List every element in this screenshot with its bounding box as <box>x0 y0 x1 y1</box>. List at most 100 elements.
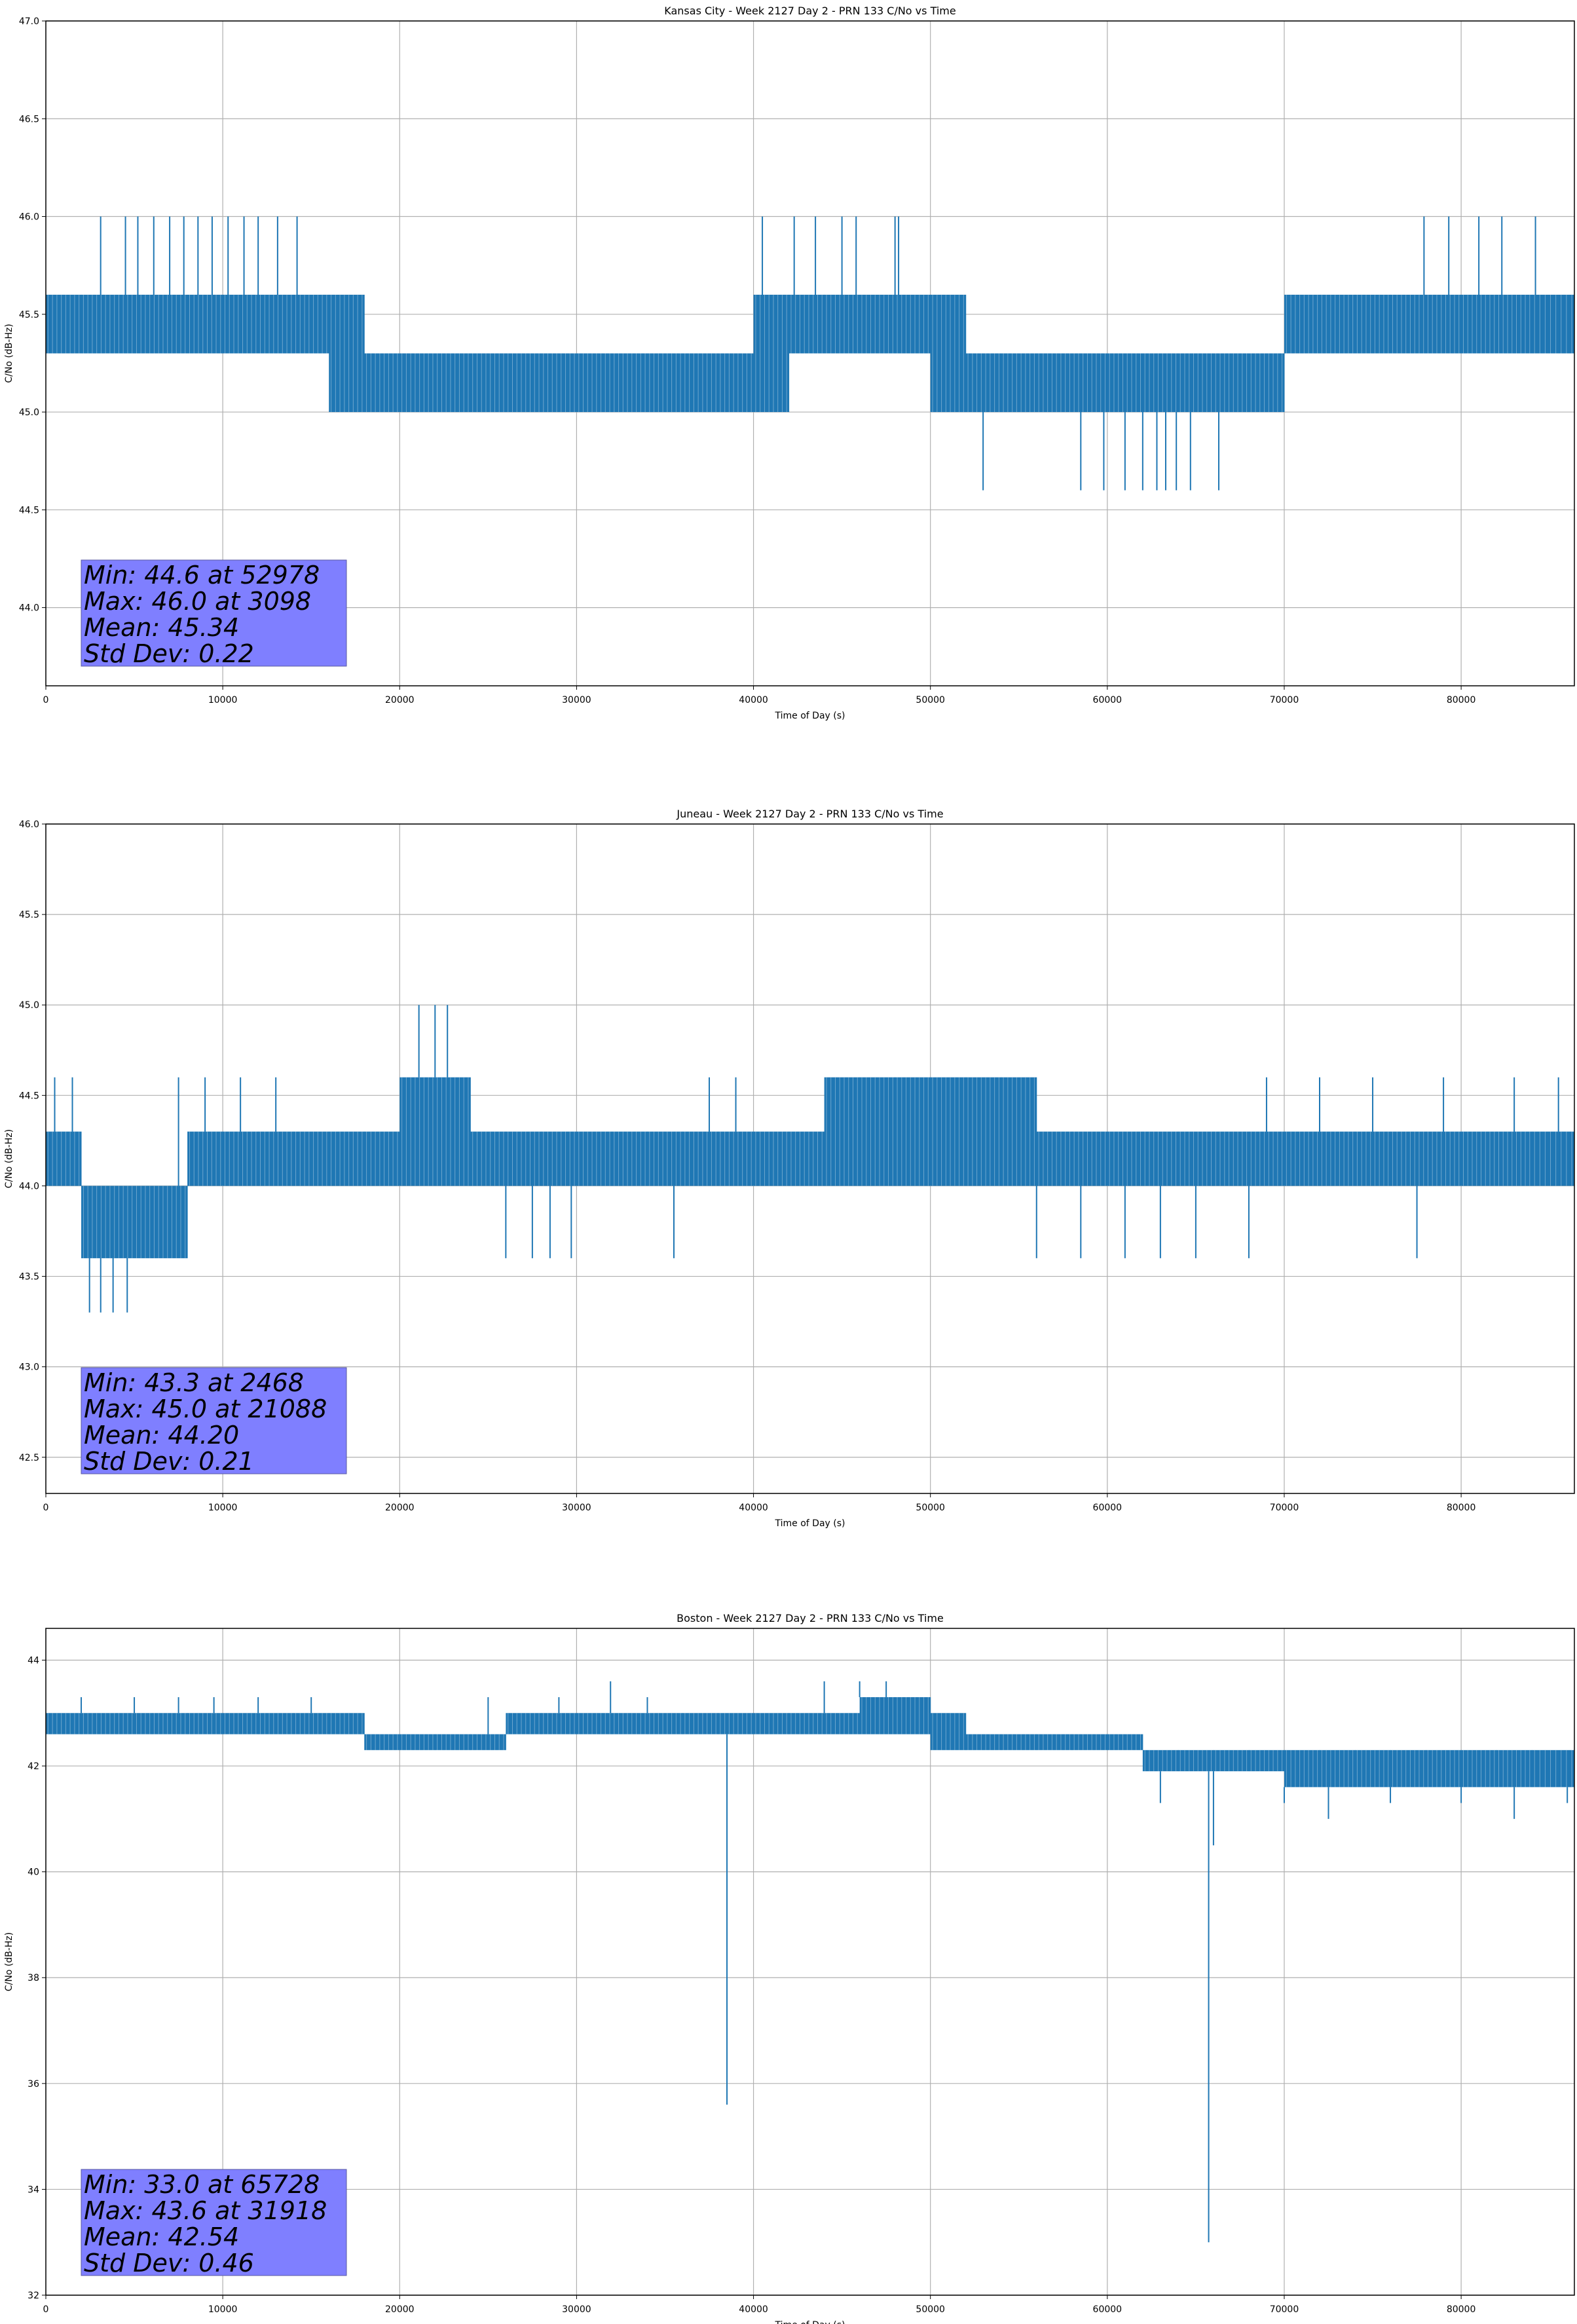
chart-3-stats-background <box>81 2169 347 2276</box>
chart-3-series-band <box>682 1713 719 1734</box>
chart-3-y-tick-label: 40 <box>28 1867 39 1878</box>
chart-2-y-tick-label: 44.0 <box>19 1181 39 1191</box>
chart-3-series-band <box>435 1734 471 1750</box>
chart-2: Juneau - Week 2127 Day 2 - PRN 133 C/No … <box>4 808 1575 1529</box>
chart-3-x-tick-label: 40000 <box>739 2304 768 2315</box>
chart-1-series-band <box>1213 353 1250 413</box>
chart-3-stats-line: Mean: 42.54 <box>84 2222 239 2251</box>
chart-1-series-band <box>647 353 683 413</box>
chart-2-series-band <box>1107 1131 1143 1186</box>
chart-3-y-tick-label: 32 <box>28 2291 39 2301</box>
chart-2-y-tick-label: 45.0 <box>19 1000 39 1011</box>
chart-3-series-band <box>1426 1750 1462 1788</box>
chart-1-series-band <box>117 294 153 354</box>
chart-1-y-tick-label: 44.5 <box>19 505 39 515</box>
chart-1-series-band <box>1001 353 1037 413</box>
chart-3-series-band <box>506 1713 542 1734</box>
chart-2-y-tick-label: 45.5 <box>19 910 39 920</box>
chart-2-series-band <box>541 1131 577 1186</box>
chart-1-series-band <box>1107 353 1143 413</box>
chart-3-y-tick-label: 36 <box>28 2079 39 2090</box>
chart-2-y-tick-label: 43.5 <box>19 1272 39 1283</box>
chart-3-series-band <box>1496 1750 1532 1788</box>
chart-2-series-band <box>647 1131 683 1186</box>
chart-1-series-band <box>965 353 1002 413</box>
chart-1-series-band <box>293 294 329 354</box>
chart-1-series-band <box>612 353 648 413</box>
chart-1-series-band <box>1390 294 1426 354</box>
chart-1-series-band <box>1284 294 1320 354</box>
chart-1-y-axis-label: C/No (dB-Hz) <box>4 324 14 383</box>
chart-2-stats-line: Max: 45.0 at 21088 <box>84 1395 327 1423</box>
chart-3-stats-line: Min: 33.0 at 65728 <box>84 2170 320 2199</box>
chart-2-series-band <box>1001 1077 1037 1186</box>
chart-1-y-tick-label: 45.5 <box>19 310 39 320</box>
chart-2-series-band <box>1496 1131 1532 1186</box>
chart-1-stats-line: Min: 44.6 at 52978 <box>84 561 320 590</box>
chart-1-series-band <box>1036 353 1073 413</box>
chart-2-x-tick-label: 30000 <box>562 1503 591 1513</box>
chart-3-y-tick-label: 44 <box>28 1655 39 1666</box>
chart-3-x-axis-label: Time of Day (s) <box>775 2320 845 2324</box>
chart-1-y-tick-label: 46.0 <box>19 212 39 223</box>
chart-1-series-band <box>152 294 188 354</box>
chart-3-series-band <box>1178 1750 1214 1772</box>
chart-2-series-band <box>293 1131 329 1186</box>
chart-3-series-band <box>1248 1750 1285 1772</box>
chart-2-x-tick-label: 0 <box>43 1503 49 1513</box>
chart-1-x-tick-label: 50000 <box>916 695 945 705</box>
chart-2-x-axis-label: Time of Day (s) <box>775 1518 845 1529</box>
chart-3-series <box>46 1681 1574 2243</box>
chart-3-series-band <box>117 1713 153 1734</box>
chart-2-series-band <box>258 1131 294 1186</box>
chart-1-series-band <box>895 294 931 354</box>
chart-1-x-axis-label: Time of Day (s) <box>775 711 845 721</box>
chart-3-series-band <box>364 1734 400 1750</box>
chart-3-x-tick-label: 50000 <box>916 2304 945 2315</box>
chart-2-series-band <box>576 1131 612 1186</box>
chart-1-series-band <box>258 294 294 354</box>
chart-1-series-band <box>1496 294 1532 354</box>
chart-2-x-tick-label: 10000 <box>208 1503 238 1513</box>
chart-2-y-tick-label: 43.0 <box>19 1362 39 1373</box>
chart-1-series-band <box>1320 294 1356 354</box>
chart-1-x-tick-label: 0 <box>43 695 49 705</box>
chart-1-stats-background <box>81 559 347 667</box>
chart-1-stats-line: Mean: 45.34 <box>84 613 239 642</box>
chart-1-series-band <box>753 294 790 413</box>
chart-3-series-band <box>46 1713 82 1734</box>
chart-2-series-band <box>399 1077 436 1186</box>
chart-1-x-tick-label: 60000 <box>1093 695 1122 705</box>
chart-3-y-tick-label: 42 <box>28 1761 39 1772</box>
chart-3-x-tick-label: 80000 <box>1447 2304 1476 2315</box>
chart-1-series-band <box>576 353 612 413</box>
chart-2-series-band <box>506 1131 542 1186</box>
chart-2-series-band <box>1142 1131 1179 1186</box>
chart-1-series-band <box>81 294 117 354</box>
chart-3-series-band <box>576 1713 612 1734</box>
chart-3-plot-frame <box>45 1628 1575 2296</box>
chart-2-series-band <box>223 1131 259 1186</box>
chart-1-series-band <box>1426 294 1462 354</box>
chart-1-x-tick-label: 10000 <box>208 695 238 705</box>
chart-1-series-band <box>364 353 400 413</box>
chart-3-series-band <box>1390 1750 1426 1788</box>
chart-2-series <box>46 1005 1574 1313</box>
chart-1-series-band <box>1532 294 1574 354</box>
chart-2-x-tick-label: 20000 <box>385 1503 415 1513</box>
chart-1-series-band <box>682 353 719 413</box>
chart-2-series-band <box>1426 1131 1462 1186</box>
chart-2-series-band <box>46 1131 82 1186</box>
chart-2-series-band <box>1461 1131 1497 1186</box>
chart-2-series-band <box>81 1186 117 1258</box>
chart-3-y-tick-label: 34 <box>28 2184 39 2195</box>
chart-3-x-tick-label: 20000 <box>385 2304 415 2315</box>
chart-2-series-band <box>824 1077 861 1186</box>
chart-3-series-band <box>612 1713 648 1734</box>
chart-2-series-band <box>364 1131 400 1186</box>
chart-2-series-band <box>152 1186 188 1258</box>
chart-2-series-band <box>753 1131 790 1186</box>
chart-3-x-tick-label: 0 <box>43 2304 49 2315</box>
